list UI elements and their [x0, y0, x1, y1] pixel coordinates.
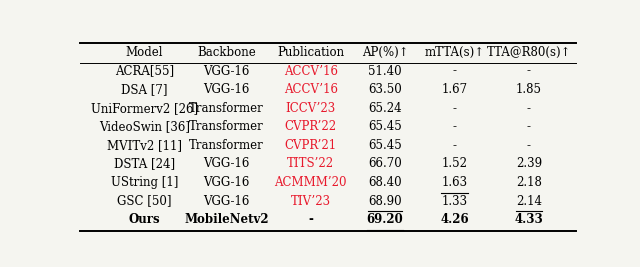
Text: 4.33: 4.33	[515, 213, 543, 226]
Text: ICCV’23: ICCV’23	[285, 102, 336, 115]
Text: Transformer: Transformer	[189, 120, 264, 133]
Text: Model: Model	[125, 46, 163, 59]
Text: -: -	[527, 102, 531, 115]
Text: TIV’23: TIV’23	[291, 195, 331, 207]
Text: VGG-16: VGG-16	[203, 65, 250, 78]
Text: -: -	[527, 65, 531, 78]
Text: ACCV’16: ACCV’16	[284, 65, 338, 78]
Text: 65.45: 65.45	[368, 120, 402, 133]
Text: Transformer: Transformer	[189, 139, 264, 152]
Text: AP(%)↑: AP(%)↑	[362, 46, 408, 59]
Text: ACCV’16: ACCV’16	[284, 83, 338, 96]
Text: UString [1]: UString [1]	[111, 176, 178, 189]
Text: DSA [7]: DSA [7]	[121, 83, 168, 96]
Text: 69.20: 69.20	[367, 213, 403, 226]
Text: 1.33: 1.33	[442, 195, 468, 207]
Text: Ours: Ours	[129, 213, 160, 226]
Text: Transformer: Transformer	[189, 102, 264, 115]
Text: 66.70: 66.70	[368, 158, 402, 170]
Text: VGG-16: VGG-16	[203, 83, 250, 96]
Text: CVPR’21: CVPR’21	[285, 139, 337, 152]
Text: UniFormerv2 [26]: UniFormerv2 [26]	[91, 102, 198, 115]
Text: VGG-16: VGG-16	[203, 158, 250, 170]
Text: 4.26: 4.26	[440, 213, 468, 226]
Text: ACMMM’20: ACMMM’20	[275, 176, 347, 189]
Text: MobileNetv2: MobileNetv2	[184, 213, 269, 226]
Text: VGG-16: VGG-16	[203, 176, 250, 189]
Text: 65.24: 65.24	[368, 102, 402, 115]
Text: Backbone: Backbone	[197, 46, 256, 59]
Text: Publication: Publication	[277, 46, 344, 59]
Text: VGG-16: VGG-16	[203, 195, 250, 207]
Text: 63.50: 63.50	[368, 83, 402, 96]
Text: -: -	[527, 120, 531, 133]
Text: -: -	[452, 120, 456, 133]
Text: 51.40: 51.40	[368, 65, 402, 78]
Text: -: -	[308, 213, 313, 226]
Text: 65.45: 65.45	[368, 139, 402, 152]
Text: 1.63: 1.63	[442, 176, 468, 189]
Text: 68.40: 68.40	[368, 176, 402, 189]
Text: 2.18: 2.18	[516, 176, 542, 189]
Text: MVITv2 [11]: MVITv2 [11]	[107, 139, 182, 152]
Text: 1.52: 1.52	[442, 158, 467, 170]
Text: -: -	[452, 65, 456, 78]
Text: 1.67: 1.67	[442, 83, 468, 96]
Text: GSC [50]: GSC [50]	[117, 195, 172, 207]
Text: -: -	[452, 102, 456, 115]
Text: DSTA [24]: DSTA [24]	[114, 158, 175, 170]
Text: -: -	[452, 139, 456, 152]
Text: 1.85: 1.85	[516, 83, 542, 96]
Text: TITS’22: TITS’22	[287, 158, 334, 170]
Text: CVPR’22: CVPR’22	[285, 120, 337, 133]
Text: TTA@R80(s)↑: TTA@R80(s)↑	[486, 46, 571, 59]
Text: VideoSwin [36]: VideoSwin [36]	[99, 120, 190, 133]
Text: mTTA(s)↑: mTTA(s)↑	[424, 46, 484, 59]
Text: 2.14: 2.14	[516, 195, 542, 207]
Text: 68.90: 68.90	[368, 195, 402, 207]
Text: 2.39: 2.39	[516, 158, 542, 170]
Text: ACRA[55]: ACRA[55]	[115, 65, 174, 78]
Text: -: -	[527, 139, 531, 152]
